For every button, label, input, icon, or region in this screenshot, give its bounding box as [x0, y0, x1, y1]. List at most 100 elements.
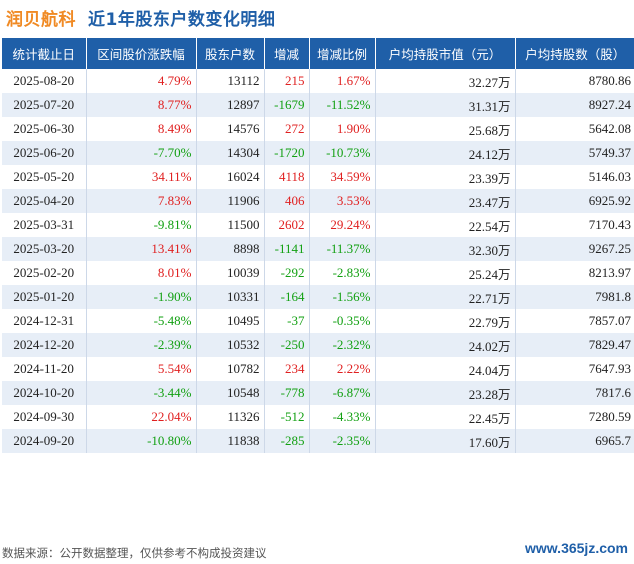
- cell-date-value: 2025-03-20: [13, 241, 75, 256]
- cell-avg-value: 31.31万: [375, 93, 516, 117]
- cell-avg-shares: 7817.6: [515, 381, 634, 405]
- cell-change: -1679: [264, 93, 310, 117]
- cell-price-change-value: -2.39%: [153, 337, 192, 352]
- cell-change-value: 215: [285, 73, 305, 88]
- cell-date: 2025-03-20: [2, 237, 87, 261]
- page-title: 近1年股东户数变化明细: [88, 9, 276, 30]
- cell-date: 2025-02-20: [2, 261, 87, 285]
- cell-ratio-value: -1.56%: [332, 289, 371, 304]
- cell-avg-value: 25.68万: [375, 117, 516, 141]
- col-header-holders: 股东户数: [196, 38, 265, 69]
- cell-avg-value-value: 32.30: [468, 242, 498, 258]
- cell-avg-shares: 8213.97: [515, 261, 634, 285]
- cell-avg-shares-value: 6925.92: [588, 193, 631, 208]
- cell-holders: 10782: [196, 357, 265, 381]
- table-row: 2024-12-20 -2.39% 10532 -250 -2.32% 24.02万 782…: [2, 333, 634, 357]
- col-header-avg-value: 户均持股市值（元）: [375, 38, 516, 69]
- cell-change-value: 272: [285, 121, 305, 136]
- table-row: 2024-09-30 22.04% 11326 -512 -4.33% 22.45万 728…: [2, 405, 634, 429]
- cell-ratio-value: -6.87%: [332, 385, 371, 400]
- cell-change: 4118: [264, 165, 310, 189]
- cell-ratio-value: -2.83%: [332, 265, 371, 280]
- site-watermark: www.365jz.com: [525, 540, 628, 556]
- cell-change: -37: [264, 309, 310, 333]
- cell-holders-value: 11500: [227, 217, 260, 232]
- cell-holders-value: 11326: [227, 409, 260, 424]
- cell-date-value: 2025-01-20: [13, 289, 75, 304]
- cell-date-value: 2024-10-20: [13, 385, 75, 400]
- cell-avg-value-value: 22.79: [468, 314, 498, 330]
- cell-change-value: -1679: [274, 97, 305, 112]
- cell-change-value: -778: [280, 385, 305, 400]
- unit-label: 万: [497, 434, 511, 450]
- cell-avg-shares-value: 7829.47: [588, 337, 631, 352]
- cell-date-value: 2024-12-31: [13, 313, 75, 328]
- cell-avg-value-value: 23.39: [468, 170, 498, 186]
- unit-label: 万: [497, 410, 511, 426]
- cell-price-change: 5.54%: [86, 357, 197, 381]
- cell-change: -164: [264, 285, 310, 309]
- cell-ratio-value: 1.67%: [336, 73, 371, 88]
- cell-price-change-value: 4.79%: [157, 73, 192, 88]
- cell-avg-value-value: 23.47: [468, 194, 498, 210]
- cell-change: -1141: [264, 237, 310, 261]
- cell-ratio-value: -11.52%: [326, 97, 371, 112]
- cell-avg-value: 22.71万: [375, 285, 516, 309]
- cell-price-change: -3.44%: [86, 381, 197, 405]
- cell-holders: 16024: [196, 165, 265, 189]
- cell-avg-value-value: 31.31: [468, 98, 498, 114]
- cell-holders: 10532: [196, 333, 265, 357]
- cell-avg-value-value: 24.02: [468, 338, 498, 354]
- cell-holders-value: 10331: [227, 289, 260, 304]
- cell-avg-value-value: 24.12: [468, 146, 498, 162]
- cell-holders-value: 11906: [227, 193, 260, 208]
- cell-ratio: -2.83%: [309, 261, 376, 285]
- cell-avg-shares: 7280.59: [515, 405, 634, 429]
- cell-avg-value-value: 32.27: [468, 74, 498, 90]
- cell-change-value: -1141: [274, 241, 305, 256]
- cell-price-change-value: 5.54%: [157, 361, 192, 376]
- unit-label: 万: [497, 266, 511, 282]
- cell-avg-shares: 5749.37: [515, 141, 634, 165]
- cell-change-value: 234: [285, 361, 305, 376]
- cell-avg-value-value: 22.54: [468, 218, 498, 234]
- cell-ratio: 3.53%: [309, 189, 376, 213]
- cell-avg-value: 22.79万: [375, 309, 516, 333]
- cell-holders-value: 10495: [227, 313, 260, 328]
- cell-holders: 11838: [196, 429, 265, 453]
- cell-avg-value: 24.12万: [375, 141, 516, 165]
- cell-holders: 14304: [196, 141, 265, 165]
- cell-price-change: 7.83%: [86, 189, 197, 213]
- cell-avg-shares-value: 8927.24: [588, 97, 631, 112]
- cell-change: -285: [264, 429, 310, 453]
- col-header-price-change: 区间股价涨跌幅: [86, 38, 197, 69]
- cell-holders-value: 10548: [227, 385, 260, 400]
- table-row: 2025-02-20 8.01% 10039 -292 -2.83% 25.24万 8213…: [2, 261, 634, 285]
- cell-change-value: -37: [287, 313, 305, 328]
- cell-avg-shares: 7829.47: [515, 333, 634, 357]
- cell-price-change-value: 8.01%: [157, 265, 192, 280]
- cell-date-value: 2025-03-31: [13, 217, 75, 232]
- cell-holders: 10331: [196, 285, 265, 309]
- cell-avg-value: 32.27万: [375, 69, 516, 93]
- cell-holders: 8898: [196, 237, 265, 261]
- table-row: 2024-12-31 -5.48% 10495 -37 -0.35% 22.79万 7857…: [2, 309, 634, 333]
- cell-change: 234: [264, 357, 310, 381]
- table-row: 2025-07-20 8.77% 12897 -1679 -11.52% 31.31万 89…: [2, 93, 634, 117]
- cell-change-value: 2602: [278, 217, 305, 232]
- cell-change-value: 4118: [278, 169, 305, 184]
- cell-price-change: 8.77%: [86, 93, 197, 117]
- cell-change: 215: [264, 69, 310, 93]
- cell-avg-shares-value: 8213.97: [588, 265, 631, 280]
- cell-avg-value: 22.45万: [375, 405, 516, 429]
- cell-holders: 11326: [196, 405, 265, 429]
- cell-holders-value: 10782: [227, 361, 260, 376]
- col-header-change: 增减: [264, 38, 310, 69]
- cell-avg-shares-value: 7280.59: [588, 409, 631, 424]
- cell-ratio-value: 3.53%: [336, 193, 371, 208]
- cell-price-change: -1.90%: [86, 285, 197, 309]
- cell-ratio: -0.35%: [309, 309, 376, 333]
- table-row: 2025-06-20 -7.70% 14304 -1720 -10.73% 24.12万 5…: [2, 141, 634, 165]
- cell-holders: 11906: [196, 189, 265, 213]
- unit-label: 万: [497, 146, 511, 162]
